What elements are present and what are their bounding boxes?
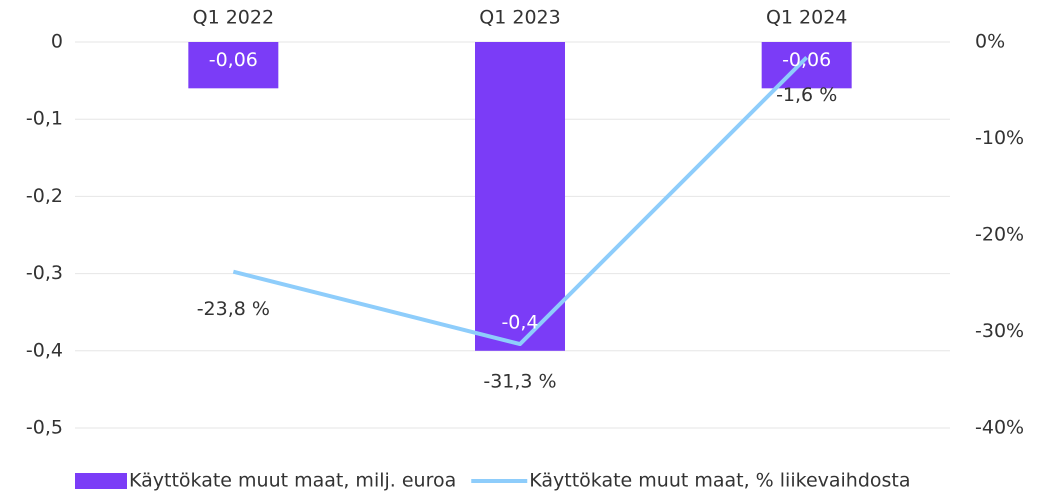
y2-tick-label: -20% bbox=[975, 224, 1024, 246]
legend-swatch bbox=[75, 473, 127, 489]
bar bbox=[188, 42, 279, 89]
y2-tick-label: -30% bbox=[975, 320, 1024, 342]
y-tick-label: -0,4 bbox=[26, 339, 63, 361]
y-tick-label: 0 bbox=[51, 31, 63, 53]
y-tick-label: -0,3 bbox=[26, 262, 63, 284]
data-label: -1,6 % bbox=[776, 84, 837, 106]
bar bbox=[761, 42, 852, 89]
x-tick-label: Q1 2023 bbox=[479, 7, 560, 29]
y2-tick-label: 0% bbox=[975, 31, 1005, 53]
y-tick-label: -0,2 bbox=[26, 185, 63, 207]
data-label: -23,8 % bbox=[197, 298, 270, 320]
legend-label: Käyttökate muut maat, milj. euroa bbox=[129, 470, 456, 492]
legend-label: Käyttökate muut maat, % liikevaihdosta bbox=[529, 470, 910, 492]
y-tick-label: -0,1 bbox=[26, 108, 63, 130]
data-label: -31,3 % bbox=[483, 371, 556, 393]
line bbox=[232, 56, 809, 347]
data-label: -0,06 bbox=[782, 49, 831, 71]
x-tick-label: Q1 2024 bbox=[766, 7, 847, 29]
data-label: -0,4 bbox=[501, 311, 538, 333]
y2-tick-label: -10% bbox=[975, 127, 1024, 149]
data-label: -0,06 bbox=[209, 49, 258, 71]
x-tick-label: Q1 2022 bbox=[193, 7, 274, 29]
y2-tick-label: -40% bbox=[975, 417, 1024, 439]
y-tick-label: -0,5 bbox=[26, 417, 63, 439]
bar bbox=[475, 42, 565, 351]
